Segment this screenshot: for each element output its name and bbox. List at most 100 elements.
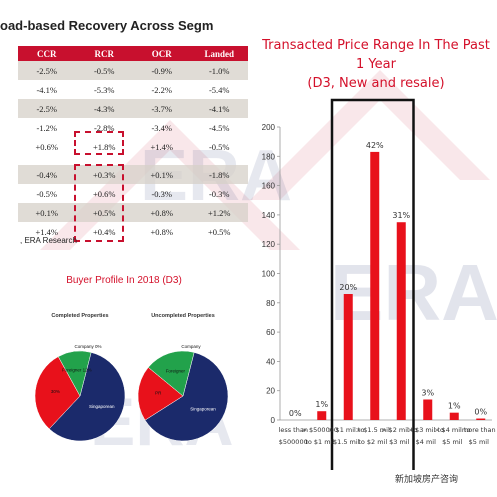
y-tick-label: 200	[262, 123, 276, 132]
data-label: 31%	[392, 211, 410, 220]
gap-cell	[18, 156, 76, 165]
table-cell: -0.4%	[18, 165, 76, 184]
highlight-box-rcr-1	[74, 131, 124, 155]
x-tick-label: $5 mil	[469, 438, 489, 446]
footer-caption: 新加坡房产咨询	[395, 474, 459, 484]
table-cell: +0.1%	[133, 165, 191, 184]
data-label: 1%	[448, 402, 461, 411]
table-header-row: CCR RCR OCR Landed	[18, 46, 248, 61]
table-cell: -4.1%	[190, 99, 248, 118]
y-tick-label: 60	[266, 328, 275, 337]
bar-2	[343, 294, 353, 420]
pie-label: PR	[155, 390, 162, 395]
table-cell: -5.4%	[208, 84, 230, 95]
table-cell: -4.5%	[208, 122, 230, 133]
bar-6	[449, 412, 459, 420]
header-landed: Landed	[190, 46, 248, 61]
table-cell: +0.8%	[150, 226, 174, 237]
bar-5	[423, 399, 433, 420]
pie-label: 30%	[51, 389, 60, 394]
table-source: , ERA Research	[20, 236, 77, 245]
gap-cell	[191, 156, 249, 165]
header-rcr: RCR	[75, 46, 133, 61]
data-label: 20%	[339, 283, 357, 292]
pie-title-completed: Completed Properties	[51, 313, 109, 319]
table-row: +1.4% +0.4% +0.8% +0.5%	[18, 222, 248, 241]
x-tick-label: to $2 mil	[358, 438, 387, 446]
table-row: -0.5% +0.6% -0.3% -0.3%	[18, 184, 248, 203]
y-tick-label: 160	[262, 182, 276, 191]
pie-slice-singaporean	[48, 352, 126, 442]
x-tick-label: more than	[462, 426, 496, 434]
table-row: -1.2% -2.8% -3.4% -4.5%	[18, 118, 248, 137]
table-cell: -0.3%	[151, 188, 173, 199]
table-cell: -1.2%	[36, 122, 58, 133]
table-cell: -2.2%	[151, 84, 173, 95]
bar-chart-title: Transacted Price Range In The Past 1 Yea…	[260, 36, 492, 93]
table-cell: -0.3%	[208, 188, 230, 199]
data-label: 42%	[366, 141, 384, 150]
table-cell: +0.3%	[75, 165, 133, 184]
bar-chart-title-line1: Transacted Price Range In The Past 1 Yea…	[262, 38, 490, 72]
table-cell: -4.3%	[75, 99, 133, 118]
x-tick-label: > $1.5 mil	[356, 426, 390, 434]
header-ocr: OCR	[133, 46, 191, 61]
x-tick-label: > $1 mil to	[328, 426, 364, 434]
bar-7	[476, 418, 486, 420]
table-cell: +1.8%	[93, 141, 116, 152]
buyer-profile-pies: Singaporean 30% Foreigner 12% Company 0% Sin…	[34, 344, 229, 442]
highlight-frame	[330, 98, 415, 470]
y-tick-label: 0	[271, 416, 276, 425]
table-row: -2.5% -4.3% -3.7% -4.1%	[18, 99, 248, 118]
highlight-box-rcr-2	[74, 164, 124, 242]
x-tick-label: > $4 mil to	[434, 426, 470, 434]
table-cell: +0.1%	[18, 203, 76, 222]
y-tick-label: 140	[262, 211, 276, 220]
table-cell: +0.6%	[35, 141, 59, 152]
table-cell: -1.0%	[190, 61, 248, 80]
table-cell: -2.5%	[18, 61, 76, 80]
table-cell: -1.8%	[190, 165, 248, 184]
table-cell: +0.5%	[208, 226, 231, 237]
y-tick-label: 40	[266, 357, 275, 366]
table-cell: -0.5%	[208, 141, 230, 152]
data-label: 0%	[289, 409, 302, 418]
y-tick-label: 180	[262, 152, 276, 161]
pie-label: Company	[181, 344, 201, 349]
y-tick-label: 120	[262, 240, 276, 249]
y-tick-label: 100	[262, 270, 276, 279]
table-cell: +0.8%	[133, 203, 191, 222]
table-row: -2.5% -0.5% -0.9% -1.0%	[18, 61, 248, 80]
bar-4	[396, 222, 406, 420]
pie-slice-singaporean	[144, 352, 229, 442]
x-tick-label: to $1 mil	[305, 438, 334, 446]
table-cell: -2.8%	[93, 122, 115, 133]
table-body: -2.5% -0.5% -0.9% -1.0% -4.1% -5.3% -2.2% -5.4%…	[18, 61, 248, 241]
data-label: 0%	[474, 408, 487, 417]
table-cell: -3.7%	[133, 99, 191, 118]
table-row: -0.4% +0.3% +0.1% -1.8%	[18, 165, 248, 184]
table-cell: +1.2%	[190, 203, 248, 222]
bar-3	[370, 151, 380, 420]
table-cell: -0.9%	[133, 61, 191, 80]
bar-1	[317, 411, 327, 420]
bar-chart-subtitle: (D3, New and resale)	[307, 76, 445, 91]
x-tick-label: $500000	[279, 438, 308, 446]
pie-title-uncompleted: Uncompleted Properties	[151, 313, 215, 319]
table-cell: -0.5%	[75, 61, 133, 80]
pie-slice-foreigner	[147, 350, 195, 397]
buyer-profile-title: Buyer Profile In 2018 (D3)	[66, 275, 182, 286]
table-cell: -2.5%	[18, 99, 76, 118]
pie-label: Foreigner 12%	[62, 367, 92, 372]
data-label: 3%	[421, 388, 434, 397]
pie-slice-foreigner	[57, 350, 92, 397]
gap-cell	[133, 156, 191, 165]
table-cell: -5.3%	[93, 84, 115, 95]
pie-label: Singaporean	[190, 407, 216, 412]
data-label: 1%	[315, 400, 328, 409]
table-cell: +1.4%	[150, 141, 174, 152]
pie-slice-pr	[34, 356, 81, 430]
pie-label: Company 0%	[74, 344, 101, 349]
table-cell: +0.5%	[75, 203, 133, 222]
table-cell: -4.1%	[36, 84, 58, 95]
